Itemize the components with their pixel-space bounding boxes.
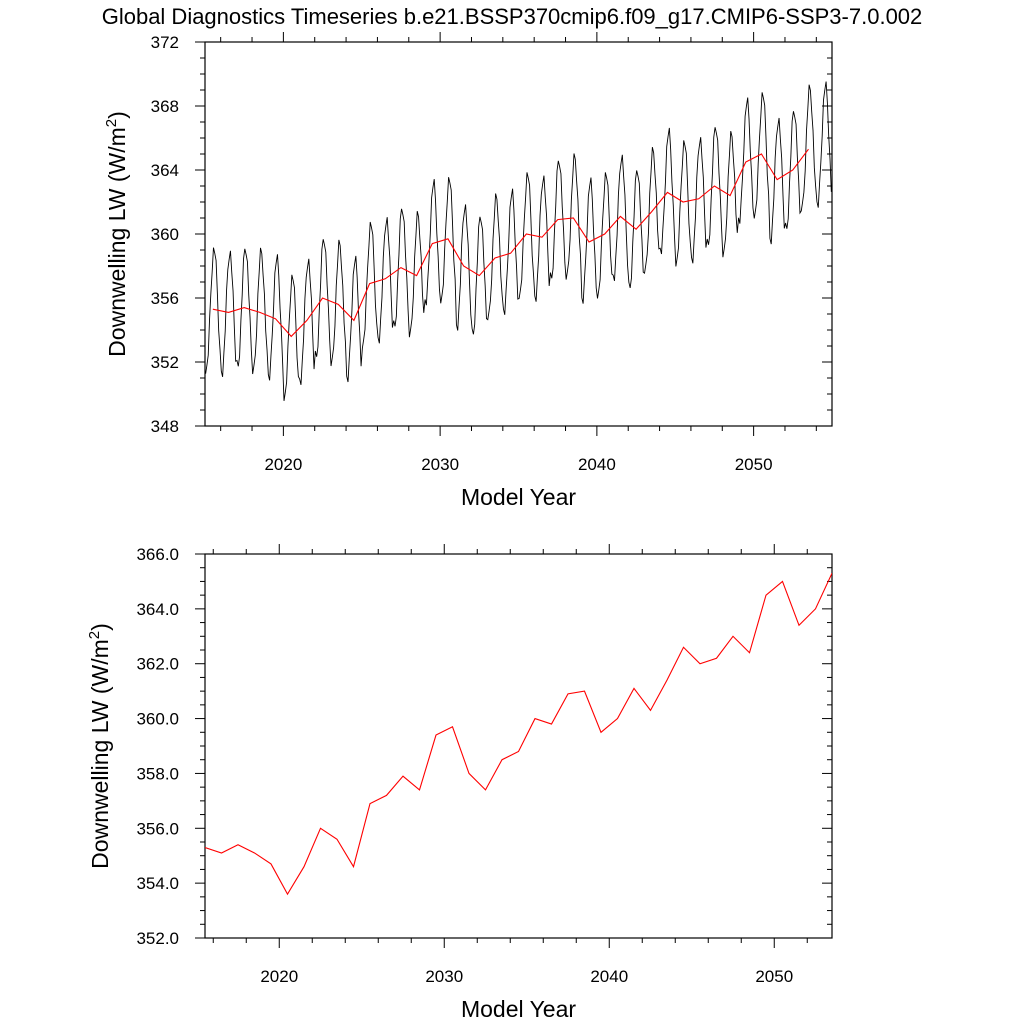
y-tick-label: 356 (151, 289, 179, 308)
monthly-series-line (205, 81, 832, 401)
x-tick-label: 2030 (425, 967, 463, 986)
bottom-panel: 2020 2030 2040 2050 352.0 354.0 356.0 358.0 360.… (86, 544, 833, 1022)
y-axis-label-main: Downwelling LW (W/m (104, 127, 130, 357)
x-axis-label: Model Year (461, 996, 576, 1022)
y-tick-label: 356.0 (136, 819, 179, 838)
x-tick-label: 2020 (260, 967, 298, 986)
y-axis-label-main: Downwelling LW (W/m (87, 639, 113, 869)
top-panel: 2020 2030 2040 2050 348 352 356 360 364 368 372 Mod… (103, 32, 833, 510)
y-tick-label: 352 (151, 353, 179, 372)
plot-frame (204, 553, 833, 939)
annual-mean-series-line (205, 572, 832, 896)
y-tick-label: 358.0 (136, 764, 179, 783)
y-tick-label: 372 (151, 33, 179, 52)
y-tick-label: 352.0 (136, 929, 179, 948)
y-axis-label-superscript: 2 (86, 631, 103, 639)
y-axis-label-close: ) (87, 623, 113, 631)
y-axis-label-superscript: 2 (103, 119, 120, 127)
y-tick-label: 364 (151, 161, 179, 180)
y-tick-label: 366.0 (136, 545, 179, 564)
annual-mean-series-line (212, 148, 809, 338)
y-tick-label: 360.0 (136, 710, 179, 729)
y-tick-label: 362.0 (136, 655, 179, 674)
x-tick-label: 2050 (755, 967, 793, 986)
y-axis-label: Downwelling LW (W/m2) (86, 623, 113, 869)
figure-title: Global Diagnostics Timeseries b.e21.BSSP… (102, 4, 923, 29)
x-tick-label: 2020 (264, 455, 302, 474)
y-axis-label-close: ) (104, 111, 130, 119)
y-tick-label: 354.0 (136, 874, 179, 893)
x-tick-label: 2050 (735, 455, 773, 474)
x-tick-label: 2040 (590, 967, 628, 986)
y-tick-label: 368 (151, 97, 179, 116)
y-tick-label: 360 (151, 225, 179, 244)
y-tick-label: 364.0 (136, 600, 179, 619)
x-tick-label: 2030 (421, 455, 459, 474)
plot-frame (204, 41, 833, 427)
x-tick-label: 2040 (578, 455, 616, 474)
y-axis-label: Downwelling LW (W/m2) (103, 111, 130, 357)
x-axis-label: Model Year (461, 484, 576, 510)
y-tick-label: 348 (151, 417, 179, 436)
